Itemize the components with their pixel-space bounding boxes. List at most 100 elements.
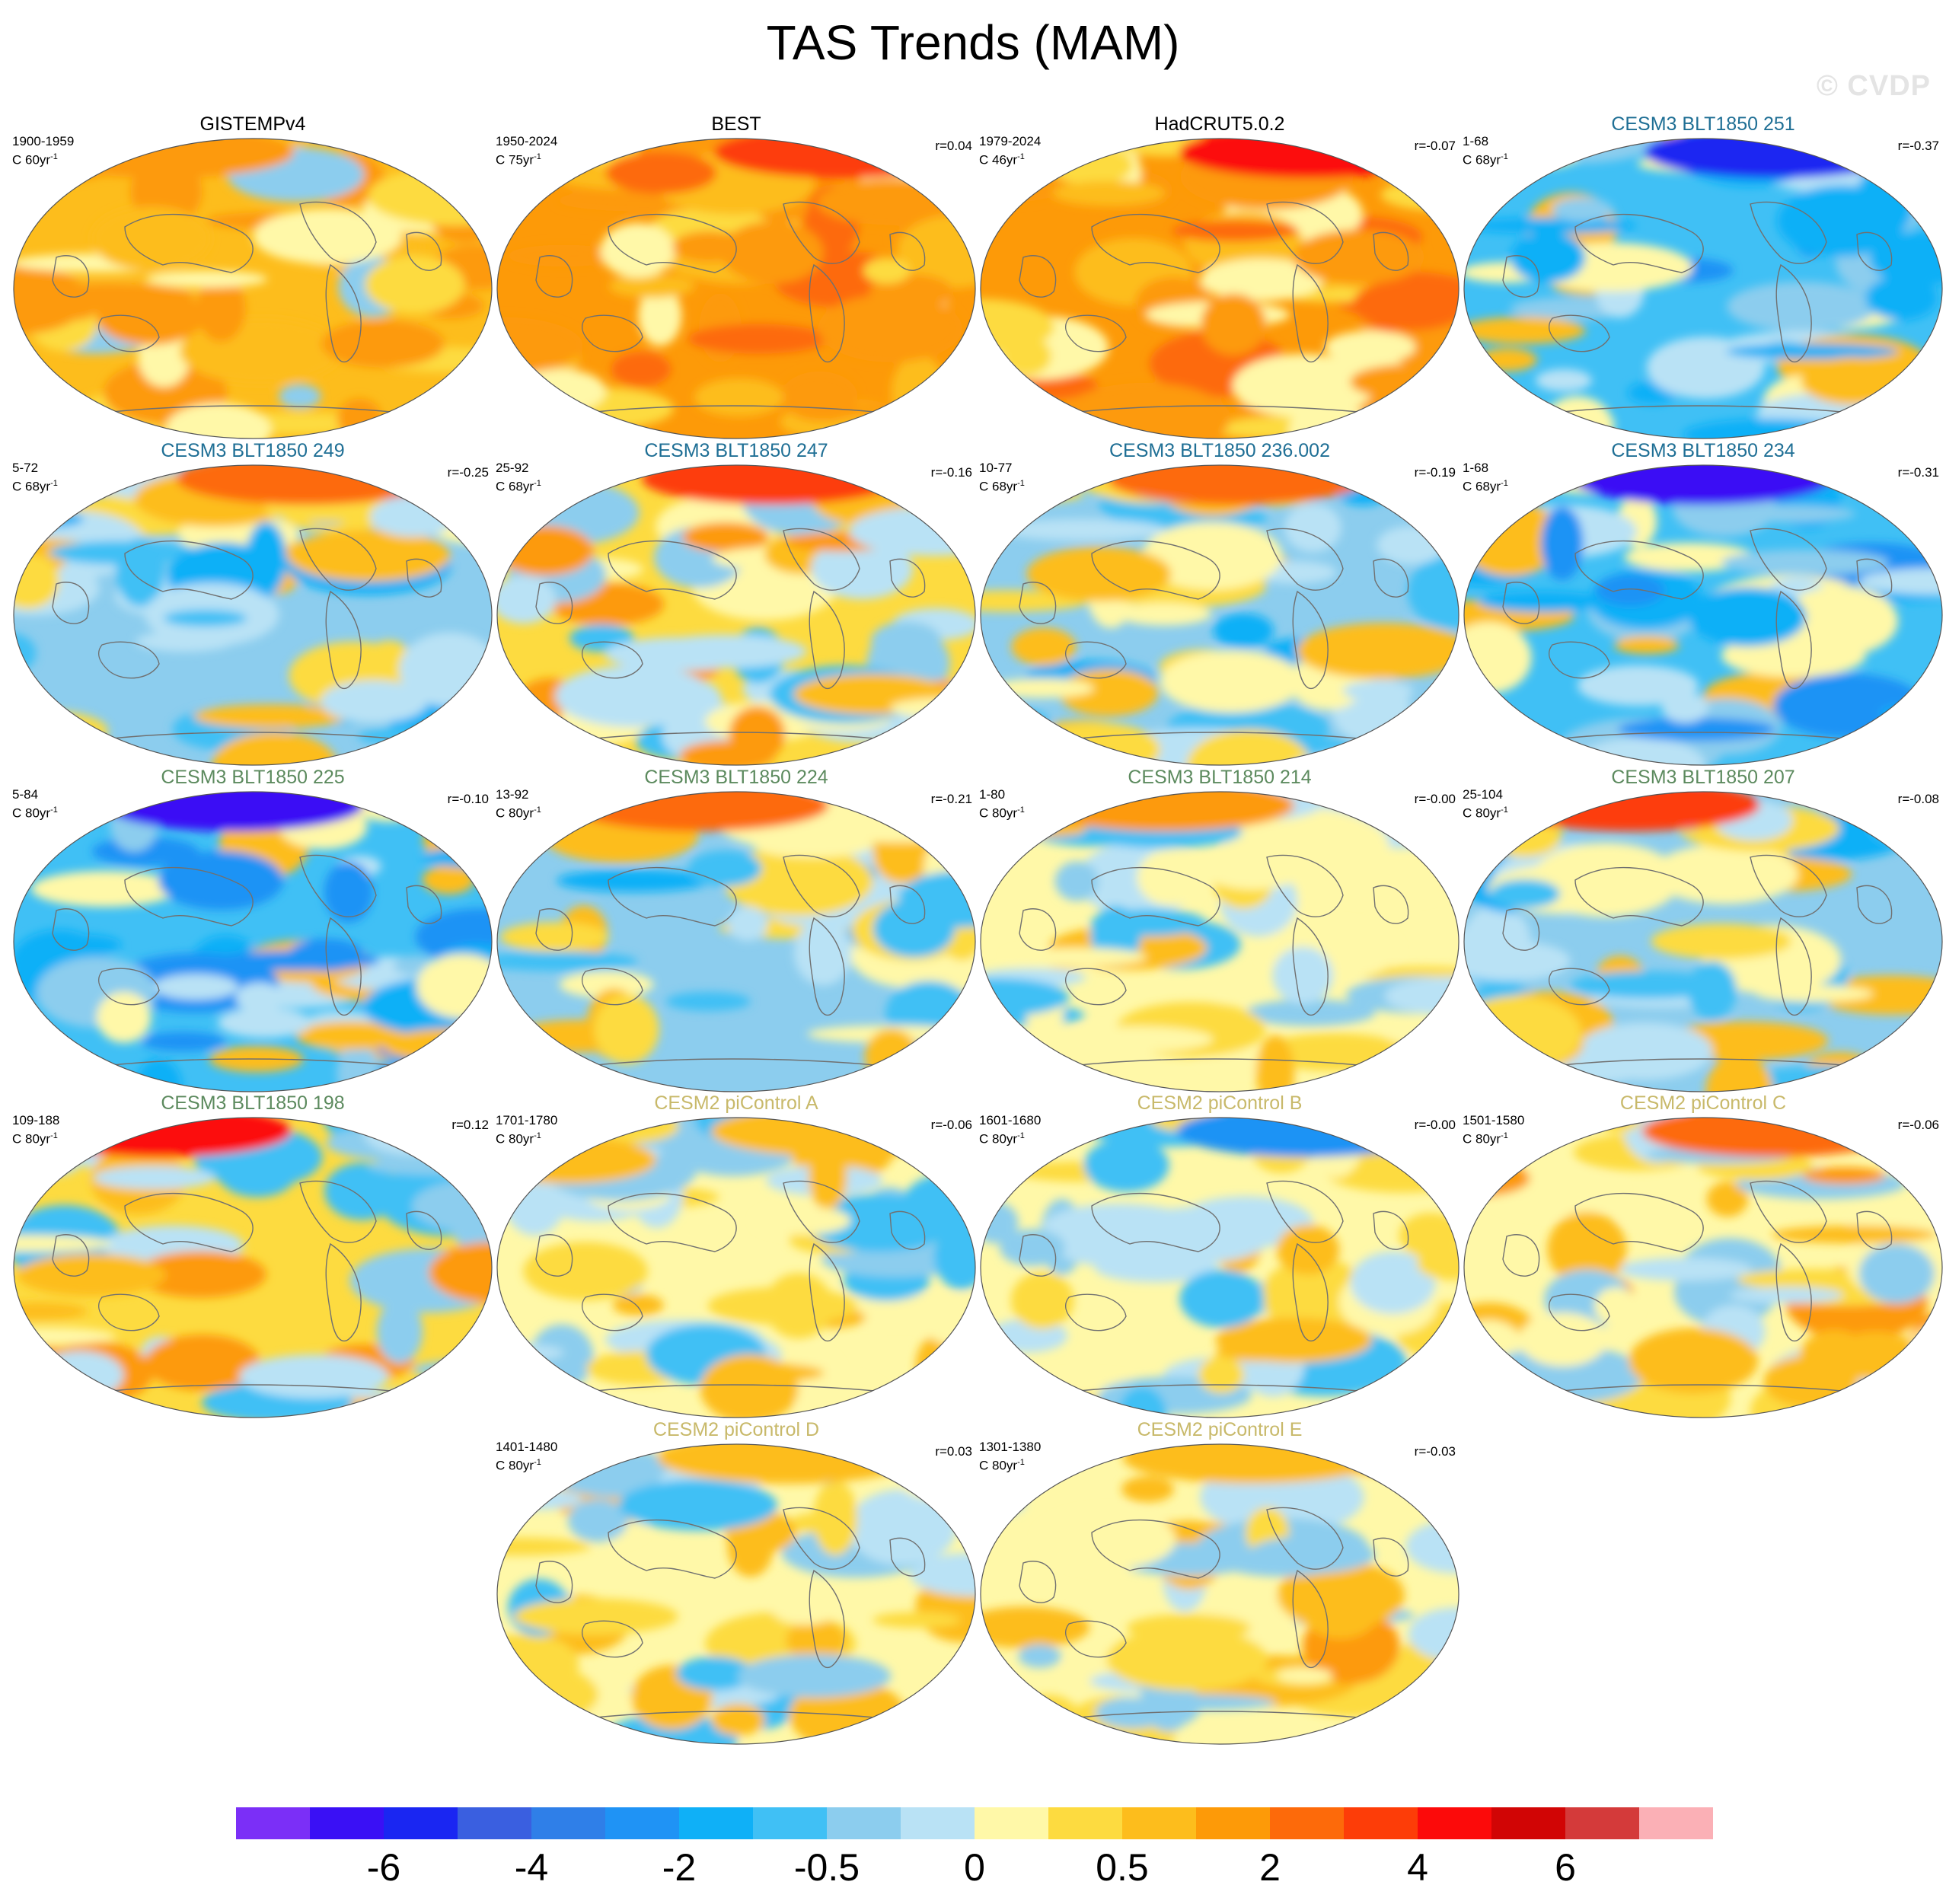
trend-region [672,231,745,263]
trend-region [1172,220,1299,242]
trend-region [287,529,451,582]
panel-years: 5-72 [12,461,39,475]
panel-title: CESM3 BLT1850 234 [1611,440,1795,461]
map-field [496,464,976,766]
map-outline [980,1117,1460,1418]
map-panel: CESM3 BLT1850 214 1-80 C 80yr-1 r=-0.00 [978,766,1462,1095]
panel-years: 25-92 [496,461,529,475]
trend-region [1882,1397,1942,1418]
colorbar-swatch [384,1807,458,1839]
trend-region [1801,357,1904,405]
trend-region [193,704,348,729]
trend-region [1186,729,1312,765]
trend-region [196,275,246,343]
trend-region [14,792,76,842]
trend-region [981,1488,1026,1517]
trend-region [1464,217,1638,234]
trend-region [1614,636,1680,655]
panel-title: BEST [711,113,761,135]
trend-region [1350,465,1450,495]
panel-units: C 80yr-1 [496,1458,541,1473]
map-outline [980,138,1460,439]
colorbar-tick-label: 4 [1407,1846,1428,1889]
panel-years: 1-68 [1463,134,1489,148]
panel-years: 1950-2024 [496,134,558,148]
colorbar-swatch [827,1807,901,1839]
trend-region [14,1118,79,1178]
trend-region [279,384,321,409]
trend-region [14,553,59,609]
trend-region [1552,197,1613,222]
trend-region [1106,1628,1268,1692]
trend-region [497,792,585,835]
trend-region [1772,1226,1936,1244]
trend-region [499,922,609,952]
trend-region [1121,1476,1174,1503]
trend-region [915,1334,964,1398]
trend-region [825,415,958,439]
map-panel: CESM2 piControl C 1501-1580 C 80yr-1 r=-0.0… [1461,1092,1945,1421]
trend-region [497,465,620,477]
panel-years: 1900-1959 [12,134,75,148]
trend-region [321,320,445,368]
trend-region [559,971,654,998]
trend-region [1419,1454,1459,1481]
panel-title: CESM2 piControl E [1137,1419,1303,1440]
trend-region [14,1327,116,1345]
trend-region [864,1029,918,1084]
trend-region [1284,503,1341,553]
panel-correlation: r=-0.00 [1414,1118,1456,1132]
colorbar-swatch [901,1807,975,1839]
colorbar-swatch [975,1807,1048,1839]
trend-region [497,525,594,576]
trend-region [1910,792,1942,805]
map-field [496,138,976,439]
trend-region [370,496,455,537]
map-outline [980,791,1460,1092]
panel-units: C 68yr-1 [1463,479,1508,494]
trend-region [1802,1167,1886,1185]
panel-correlation: r=-0.06 [930,1118,972,1132]
trend-region [723,846,873,917]
trend-region [1651,923,1791,959]
trend-region [1773,673,1924,738]
panel-units: C 80yr-1 [12,805,58,821]
colorbar-swatch [1344,1807,1418,1839]
panel-years: 1701-1780 [496,1113,558,1127]
coastlines [52,201,442,418]
trend-region [981,298,1054,355]
trend-region [707,1287,858,1325]
trend-region [999,518,1166,541]
panel-correlation: r=0.03 [935,1444,972,1459]
panel-title: CESM2 piControl B [1137,1092,1303,1114]
trend-region [1479,591,1608,613]
trend-region [1179,1270,1265,1328]
colorbar-tick-label: -2 [662,1846,696,1889]
trend-region [557,869,713,892]
map-field [980,464,1460,766]
trend-region [1052,180,1166,206]
trend-region [1617,717,1776,742]
map-outline [1463,138,1943,439]
trend-region [218,1148,297,1198]
trend-region [1356,1730,1413,1744]
trend-region [981,400,1032,430]
trend-region [1858,1243,1935,1304]
trend-region [1855,164,1913,239]
panel-units: C 68yr-1 [979,479,1025,494]
trend-region [1547,1211,1627,1287]
panel-units: C 80yr-1 [979,1131,1025,1147]
colorbar-swatch [310,1807,384,1839]
map-panel: CESM3 BLT1850 224 13-92 C 80yr-1 r=-0.21 [494,766,978,1095]
panel-years: 10-77 [979,461,1013,475]
trend-region [1651,844,1798,904]
colorbar-swatch [531,1807,605,1839]
trend-region [1505,465,1588,489]
trend-region [513,368,607,413]
trend-region [337,398,382,439]
trend-region [1200,258,1323,301]
trend-region [26,283,193,309]
trend-region [239,1354,389,1398]
trend-region [999,1229,1066,1266]
colorbar-tick-label: 2 [1259,1846,1281,1889]
